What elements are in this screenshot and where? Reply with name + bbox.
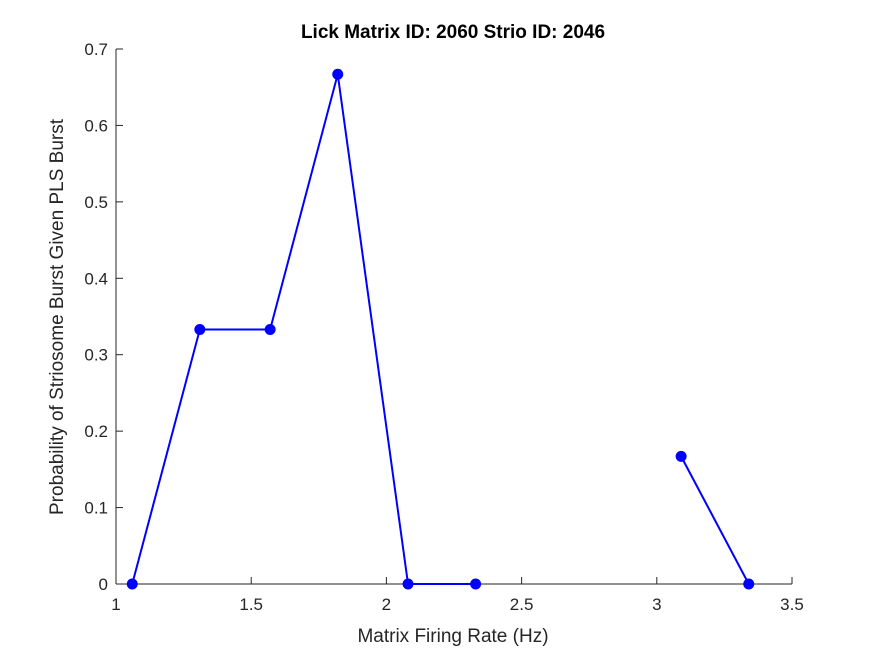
x-tick-label: 1.5 (239, 595, 263, 614)
data-point (126, 578, 138, 590)
chart-title: Lick Matrix ID: 2060 Strio ID: 2046 (301, 22, 605, 43)
y-tick-label: 0 (99, 575, 108, 594)
y-tick-label: 0.5 (84, 193, 108, 212)
tick-labels: 1 1.5 2 2.5 3 3.5 0 0.1 0.2 0.3 0.4 0.5 0.6 0.7 (84, 40, 803, 614)
y-tick-label: 0.1 (84, 499, 108, 518)
plot-area (126, 68, 755, 590)
x-tick-label: 2.5 (510, 595, 534, 614)
data-point (743, 578, 755, 590)
data-point (194, 323, 206, 335)
data-point (332, 68, 344, 80)
data-point (470, 578, 482, 590)
y-tick-label: 0.7 (84, 40, 108, 59)
x-tick-label: 3 (652, 595, 661, 614)
y-tick-label: 0.3 (84, 346, 108, 365)
y-tick-label: 0.6 (84, 116, 108, 135)
x-tick-label: 3.5 (780, 595, 804, 614)
series-line (131, 73, 476, 585)
y-tick-label: 0.2 (84, 422, 108, 441)
y-axis-label: Probability of Striosome Burst Given PLS… (47, 118, 68, 515)
series-line (680, 455, 750, 585)
x-tick-label: 1 (111, 595, 120, 614)
data-point (264, 323, 276, 335)
data-point (675, 450, 687, 462)
y-tick-label: 0.4 (84, 269, 108, 288)
data-point (402, 578, 414, 590)
axes (115, 48, 793, 585)
x-tick-label: 2 (382, 595, 391, 614)
x-axis-label: Matrix Firing Rate (Hz) (357, 626, 548, 647)
